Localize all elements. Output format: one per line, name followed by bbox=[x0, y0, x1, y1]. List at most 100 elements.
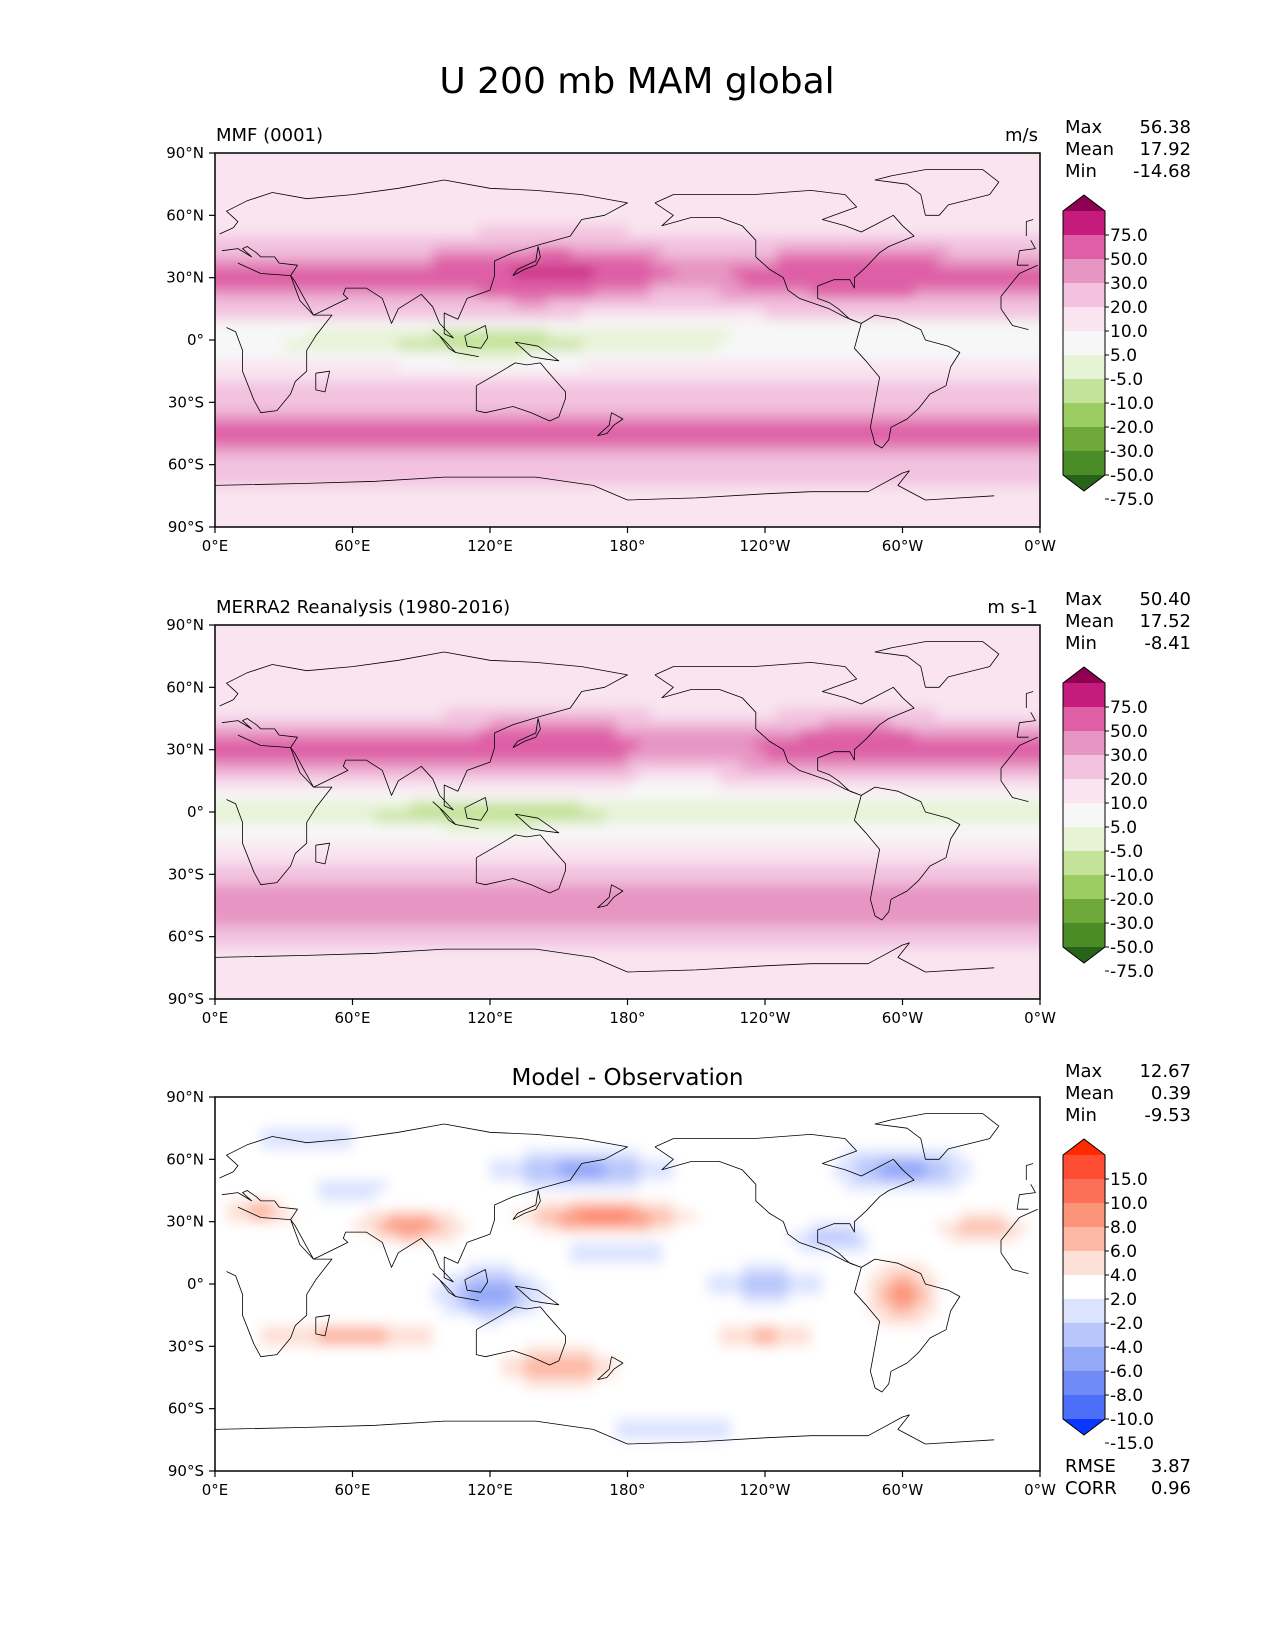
colorbar-tick-label: 75.0 bbox=[1110, 698, 1148, 718]
colorbar-band bbox=[1063, 235, 1105, 260]
colorbar-tick-label: -50.0 bbox=[1110, 938, 1154, 958]
colorbar-band bbox=[1063, 1371, 1105, 1396]
x-tick-label: 120°E bbox=[467, 537, 513, 555]
stat-label: Min bbox=[1065, 633, 1097, 654]
stat-label: Mean bbox=[1065, 611, 1114, 632]
colorbar-band bbox=[1063, 1203, 1105, 1228]
stat-value: 50.40 bbox=[1139, 589, 1191, 610]
colorbar-extension-bottom bbox=[1063, 475, 1105, 491]
colorbar-tick-label: -5.0 bbox=[1110, 842, 1143, 862]
colorbar-band bbox=[1063, 875, 1105, 900]
colorbar-tick-label: -4.0 bbox=[1110, 1338, 1143, 1358]
stat-value: 17.92 bbox=[1139, 139, 1191, 160]
colorbar-band bbox=[1063, 1299, 1105, 1324]
colorbar-band bbox=[1063, 283, 1105, 308]
stat-value: 0.39 bbox=[1151, 1083, 1191, 1104]
colorbar-tick-label: -5.0 bbox=[1110, 370, 1143, 390]
x-tick-label: 0°E bbox=[202, 1009, 229, 1027]
colorbar-tick-label: -10.0 bbox=[1110, 394, 1154, 414]
stat-label: Mean bbox=[1065, 1083, 1114, 1104]
contour-field bbox=[215, 153, 1040, 527]
colorbar: 75.0 50.0 30.0 20.0 10.0 5.0 -5.0 -10.0 -20.0 -30… bbox=[1062, 194, 1154, 510]
colorbar: 15.0 10.0 8.0 6.0 4.0 2.0 -2.0 -4.0 -6.0 -8.0 -10.… bbox=[1062, 1138, 1154, 1454]
colorbar-tick-label: 10.0 bbox=[1110, 1194, 1148, 1214]
panel-left-title: MERRA2 Reanalysis (1980-2016) bbox=[216, 597, 510, 618]
colorbar-band bbox=[1063, 427, 1105, 452]
coastlines bbox=[215, 169, 1038, 501]
colorbar-band bbox=[1063, 1155, 1105, 1180]
y-tick-label: 30°S bbox=[168, 393, 204, 411]
y-tick-label: 90°N bbox=[166, 144, 204, 162]
x-tick-label: 60°E bbox=[334, 1481, 370, 1499]
y-tick-label: 0° bbox=[187, 1275, 204, 1293]
contour-field bbox=[215, 625, 1040, 999]
contour-field bbox=[215, 1097, 1040, 1471]
x-tick-label: 60°W bbox=[882, 537, 924, 555]
colorbar-tick-label: -15.0 bbox=[1110, 1434, 1154, 1454]
colorbar-band bbox=[1063, 1395, 1105, 1420]
y-tick-label: 0° bbox=[187, 803, 204, 821]
colorbar-tick-label: -2.0 bbox=[1110, 1314, 1143, 1334]
colorbar-band bbox=[1063, 851, 1105, 876]
colorbar-band bbox=[1063, 259, 1105, 284]
colorbar-tick-label: 6.0 bbox=[1110, 1242, 1137, 1262]
colorbar: 75.0 50.0 30.0 20.0 10.0 5.0 -5.0 -10.0 -20.0 -30… bbox=[1062, 666, 1154, 982]
x-tick-label: 60°E bbox=[334, 1009, 370, 1027]
colorbar-band bbox=[1063, 1179, 1105, 1204]
stat-label: Max bbox=[1065, 589, 1103, 610]
metric-value: 3.87 bbox=[1151, 1456, 1191, 1477]
metric-label: RMSE bbox=[1065, 1456, 1116, 1477]
colorbar-tick-label: -8.0 bbox=[1110, 1386, 1143, 1406]
colorbar-tick-label: 75.0 bbox=[1110, 226, 1148, 246]
stat-value: 56.38 bbox=[1139, 117, 1191, 138]
colorbar-band bbox=[1063, 1275, 1105, 1300]
colorbar-tick-label: 10.0 bbox=[1110, 794, 1148, 814]
y-tick-label: 30°N bbox=[166, 1213, 204, 1231]
colorbar-tick-label: -10.0 bbox=[1110, 1410, 1154, 1430]
colorbar-tick-label: 5.0 bbox=[1110, 346, 1137, 366]
colorbar-extension-top bbox=[1063, 1139, 1105, 1155]
colorbar-band bbox=[1063, 803, 1105, 828]
colorbar-band bbox=[1063, 1323, 1105, 1348]
y-tick-label: 90°S bbox=[168, 1462, 204, 1480]
x-tick-label: 120°W bbox=[740, 1009, 791, 1027]
y-tick-label: 60°S bbox=[168, 928, 204, 946]
colorbar-tick-label: 50.0 bbox=[1110, 722, 1148, 742]
colorbar-band bbox=[1063, 899, 1105, 924]
colorbar-band bbox=[1063, 731, 1105, 756]
colorbar-band bbox=[1063, 923, 1105, 948]
colorbar-tick-label: 30.0 bbox=[1110, 274, 1148, 294]
figure-title: U 200 mb MAM global bbox=[439, 61, 834, 102]
colorbar-tick-label: 50.0 bbox=[1110, 250, 1148, 270]
colorbar-tick-label: -75.0 bbox=[1110, 490, 1154, 510]
y-tick-label: 30°N bbox=[166, 741, 204, 759]
x-tick-label: 180° bbox=[609, 537, 645, 555]
y-tick-label: 60°N bbox=[166, 1150, 204, 1168]
colorbar-band bbox=[1063, 1251, 1105, 1276]
colorbar-band bbox=[1063, 707, 1105, 732]
colorbar-tick-label: 4.0 bbox=[1110, 1266, 1137, 1286]
colorbar-band bbox=[1063, 827, 1105, 852]
colorbar-band bbox=[1063, 779, 1105, 804]
stat-value: -8.41 bbox=[1144, 633, 1191, 654]
y-tick-label: 90°S bbox=[168, 990, 204, 1008]
panels: 0°E 60°E 120°E 180° 120°W 60°W 0°W 90°N 60°N 30°N… bbox=[166, 117, 1191, 1499]
panel-units: m/s bbox=[1005, 125, 1038, 146]
metric-value: 0.96 bbox=[1151, 1478, 1191, 1499]
colorbar-band bbox=[1063, 1347, 1105, 1372]
metric-label: CORR bbox=[1065, 1478, 1117, 1499]
colorbar-tick-label: -6.0 bbox=[1110, 1362, 1143, 1382]
colorbar-tick-label: -30.0 bbox=[1110, 914, 1154, 934]
coastlines bbox=[215, 641, 1038, 973]
colorbar-tick-label: 10.0 bbox=[1110, 322, 1148, 342]
colorbar-tick-label: -10.0 bbox=[1110, 866, 1154, 886]
x-tick-label: 0°W bbox=[1024, 537, 1056, 555]
colorbar-tick-label: 20.0 bbox=[1110, 770, 1148, 790]
x-tick-label: 120°W bbox=[740, 1481, 791, 1499]
colorbar-band bbox=[1063, 307, 1105, 332]
stat-value: -14.68 bbox=[1133, 161, 1191, 182]
y-tick-label: 60°S bbox=[168, 456, 204, 474]
colorbar-tick-label: 30.0 bbox=[1110, 746, 1148, 766]
x-tick-label: 180° bbox=[609, 1481, 645, 1499]
